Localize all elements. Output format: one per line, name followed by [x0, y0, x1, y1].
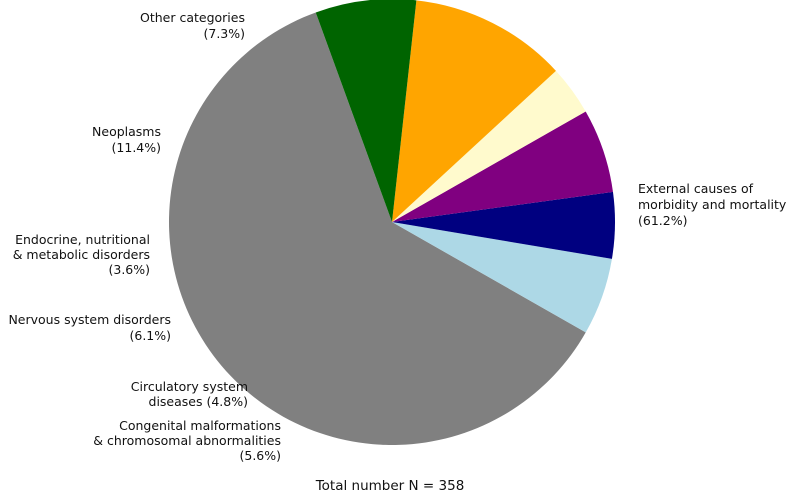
total-number-caption: Total number N = 358 — [315, 478, 465, 494]
pie-slice-circulatory — [392, 191, 616, 259]
slice-label-line: Congenital malformations — [119, 418, 281, 433]
slice-label-line: (6.1%) — [129, 328, 171, 343]
slice-label-neoplasms: Neoplasms (11.4%) — [92, 124, 161, 155]
pie-slice-other — [315, 0, 417, 222]
slice-label-nervous: Nervous system disorders (6.1%) — [8, 312, 171, 343]
slice-label-external: External causes of morbidity and mortalit… — [638, 181, 787, 228]
slice-label-line: Circulatory system — [131, 379, 248, 394]
slice-label-circulatory: Circulatory system diseases (4.8%) — [131, 379, 248, 409]
pie-slice-external — [168, 12, 586, 446]
slice-label-line: morbidity and mortality — [638, 197, 787, 212]
slice-label-line: (7.3%) — [203, 26, 245, 41]
slice-label-congenital: Congenital malformations & chromosomal ab… — [93, 418, 281, 463]
slice-label-line: (3.6%) — [108, 262, 150, 277]
pie-slice-endocrine — [392, 70, 586, 222]
pie-slices — [168, 0, 616, 446]
slice-label-line: Neoplasms — [92, 124, 161, 139]
pie-slice-nervous — [392, 111, 613, 222]
slice-label-line: Other categories — [140, 10, 245, 25]
slice-label-line: diseases (4.8%) — [149, 394, 248, 409]
slice-label-line: Nervous system disorders — [8, 312, 171, 327]
slice-labels: External causes of morbidity and mortalit… — [8, 10, 786, 463]
slice-label-line: (61.2%) — [638, 213, 687, 228]
slice-label-other: Other categories (7.3%) — [140, 10, 245, 41]
slice-label-endocrine: Endocrine, nutritional & metabolic disord… — [13, 232, 150, 277]
pie-slice-neoplasms — [392, 0, 556, 223]
slice-label-line: & metabolic disorders — [13, 247, 150, 262]
pie-slice-congenital — [392, 222, 612, 333]
slice-label-line: External causes of — [638, 181, 754, 196]
slice-label-line: Endocrine, nutritional — [15, 232, 150, 247]
slice-label-line: (11.4%) — [112, 140, 161, 155]
slice-label-line: (5.6%) — [239, 448, 281, 463]
slice-label-line: & chromosomal abnormalities — [93, 433, 281, 448]
